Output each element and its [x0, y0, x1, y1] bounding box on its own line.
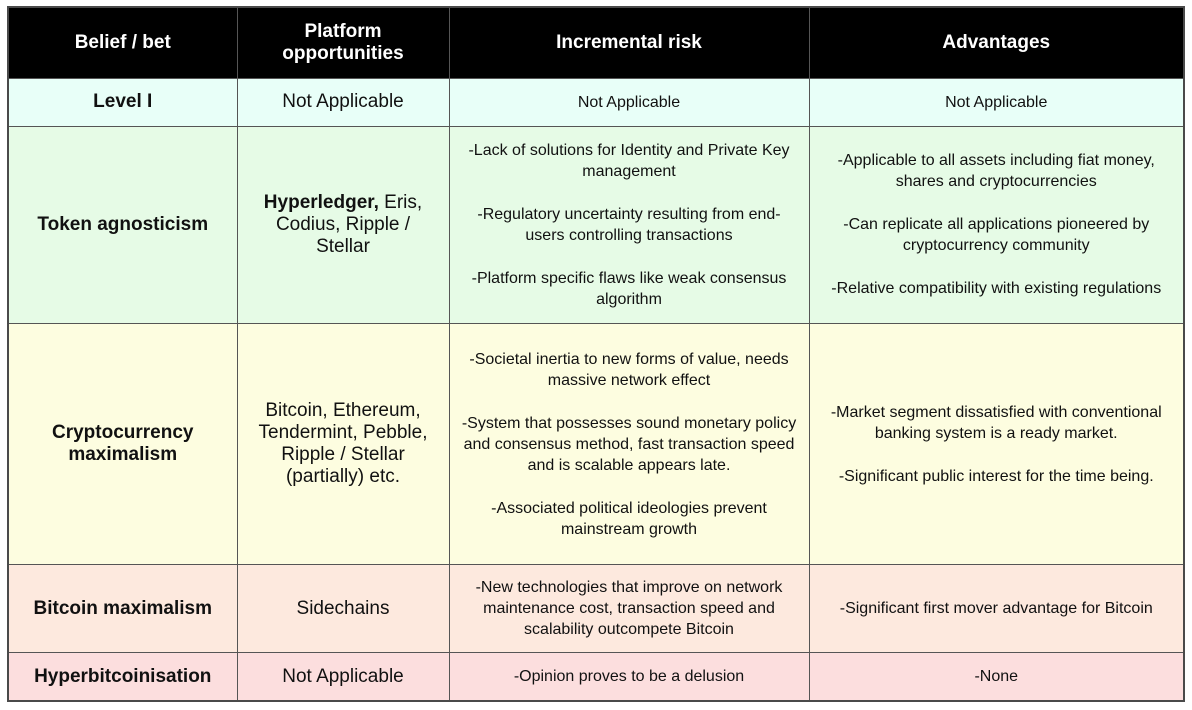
belief-cell: Bitcoin maximalism	[7, 564, 238, 654]
risk-cell: Not Applicable	[448, 77, 810, 127]
belief-cell: Level I	[7, 77, 238, 127]
platform-highlight: Hyperledger,	[263, 191, 379, 213]
platform-cell: Hyperledger, Eris, Codius, Ripple / Stel…	[236, 125, 450, 325]
advantage-item: Not Applicable	[945, 93, 1048, 111]
table-row: Bitcoin maximalism Sidechains -New technol…	[7, 564, 1185, 654]
advantage-item: -Relative compatibility with existing re…	[831, 280, 1162, 298]
advantage-item: -Can replicate all applications pioneere…	[843, 216, 1150, 255]
advantage-item: -Market segment dissatisfied with conven…	[830, 403, 1162, 442]
platform-text: Not Applicable	[282, 665, 404, 687]
platform-text: Eris, Codius, Ripple / Stellar	[275, 191, 423, 257]
advantage-item: -Significant public interest for the tim…	[838, 467, 1154, 485]
table-row: Hyperbitcoinisation Not Applicable -Opinio…	[7, 652, 1185, 702]
belief-label: Bitcoin maximalism	[33, 597, 212, 619]
risk-cell: -Opinion proves to be a delusion	[448, 652, 810, 702]
risk-item: -Associated political ideologies prevent…	[491, 499, 767, 538]
advantage-cell: -Applicable to all assets including fiat…	[808, 125, 1185, 325]
risk-cell: -New technologies that improve on networ…	[448, 564, 810, 654]
risk-item: -Opinion proves to be a delusion	[513, 668, 745, 686]
belief-label: Level I	[93, 91, 153, 113]
belief-label: Hyperbitcoinisation	[34, 665, 212, 687]
header-risk: Incremental risk	[448, 6, 810, 79]
platform-text: Sidechains	[296, 597, 390, 619]
header-belief: Belief / bet	[7, 6, 238, 79]
belief-cell: Token agnosticism	[7, 125, 238, 325]
platform-cell: Sidechains	[236, 564, 450, 654]
advantage-item: -None	[974, 668, 1019, 686]
risk-item: -Platform specific flaws like weak conse…	[471, 269, 787, 308]
advantage-cell: -Significant first mover advantage for B…	[808, 564, 1185, 654]
belief-cell: Hyperbitcoinisation	[7, 652, 238, 702]
platform-cell: Bitcoin, Ethereum, Tendermint, Pebble, R…	[236, 323, 450, 566]
header-platform: Platform opportunities	[236, 6, 450, 79]
platform-text: Bitcoin, Ethereum, Tendermint, Pebble, R…	[258, 400, 428, 488]
advantage-cell: -None	[808, 652, 1185, 702]
table-row: Cryptocurrency maximalism Bitcoin, Ethere…	[7, 323, 1185, 566]
advantage-item: -Significant first mover advantage for B…	[839, 600, 1153, 618]
header-advantages: Advantages	[808, 6, 1185, 79]
belief-label: Cryptocurrency maximalism	[52, 422, 194, 466]
belief-cell: Cryptocurrency maximalism	[7, 323, 238, 566]
risk-cell: -Societal inertia to new forms of value,…	[448, 323, 810, 566]
advantage-cell: Not Applicable	[808, 77, 1185, 127]
risk-item: -New technologies that improve on networ…	[475, 579, 783, 639]
platform-cell: Not Applicable	[236, 652, 450, 702]
table-row: Level I Not Applicable Not Applicable Not A…	[7, 77, 1185, 127]
risk-item: -System that possesses sound monetary po…	[461, 414, 797, 474]
risk-item: Not Applicable	[577, 93, 681, 111]
platform-cell: Not Applicable	[236, 77, 450, 127]
advantage-item: -Applicable to all assets including fiat…	[837, 152, 1155, 191]
risk-item: -Regulatory uncertainty resulting from e…	[477, 205, 781, 244]
advantage-cell: -Market segment dissatisfied with conven…	[808, 323, 1185, 566]
risk-item: -Lack of solutions for Identity and Priv…	[468, 141, 790, 180]
belief-label: Token agnosticism	[37, 213, 209, 235]
table-row: Token agnosticism Hyperledger, Eris, Codi…	[7, 125, 1185, 325]
risk-cell: -Lack of solutions for Identity and Priv…	[448, 125, 810, 325]
header-row: Belief / bet Platform opportunities Incr…	[7, 6, 1185, 79]
risk-item: -Societal inertia to new forms of value,…	[469, 350, 789, 389]
comparison-table: Belief / bet Platform opportunities Incr…	[7, 6, 1185, 702]
platform-text: Not Applicable	[282, 91, 404, 113]
